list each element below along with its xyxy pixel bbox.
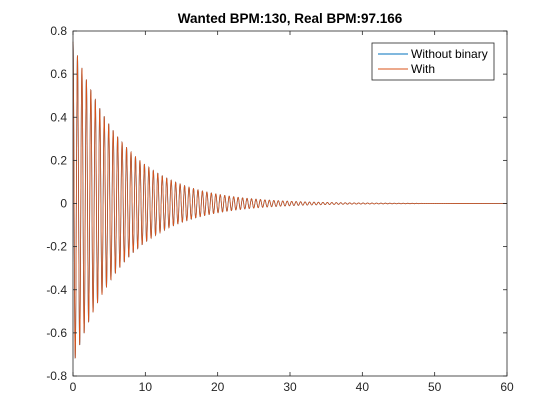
y-tick-label: -0.8 [46, 369, 67, 383]
legend-label-without-binary: Without binary [411, 47, 488, 61]
y-axis: -0.8 -0.6 -0.4 -0.2 0 0.2 0.4 0.6 0.8 [46, 24, 507, 383]
x-tick-label: 60 [500, 380, 514, 394]
x-tick-label: 50 [428, 380, 442, 394]
series-layer [72, 41, 508, 359]
y-tick-label: 0 [60, 197, 67, 211]
y-tick-label: -0.4 [46, 283, 67, 297]
chart-title: Wanted BPM:130, Real BPM:97.166 [178, 11, 403, 26]
y-tick-label: 0.6 [50, 67, 67, 81]
y-tick-label: 0.8 [50, 24, 67, 38]
y-tick-label: -0.6 [46, 326, 67, 340]
y-tick-label: -0.2 [46, 240, 67, 254]
x-tick-label: 20 [211, 380, 225, 394]
y-tick-label: 0.2 [50, 153, 67, 167]
x-axis: 0 10 20 30 40 50 60 [70, 31, 514, 394]
x-tick-label: 30 [283, 380, 297, 394]
x-tick-label: 0 [70, 380, 77, 394]
series-line-with [72, 41, 508, 359]
legend: Without binary With [371, 42, 495, 81]
y-tick-label: 0.4 [50, 110, 67, 124]
legend-label-with: With [411, 62, 435, 76]
x-tick-label: 10 [139, 380, 153, 394]
legend-box [371, 42, 495, 81]
x-tick-label: 40 [356, 380, 370, 394]
